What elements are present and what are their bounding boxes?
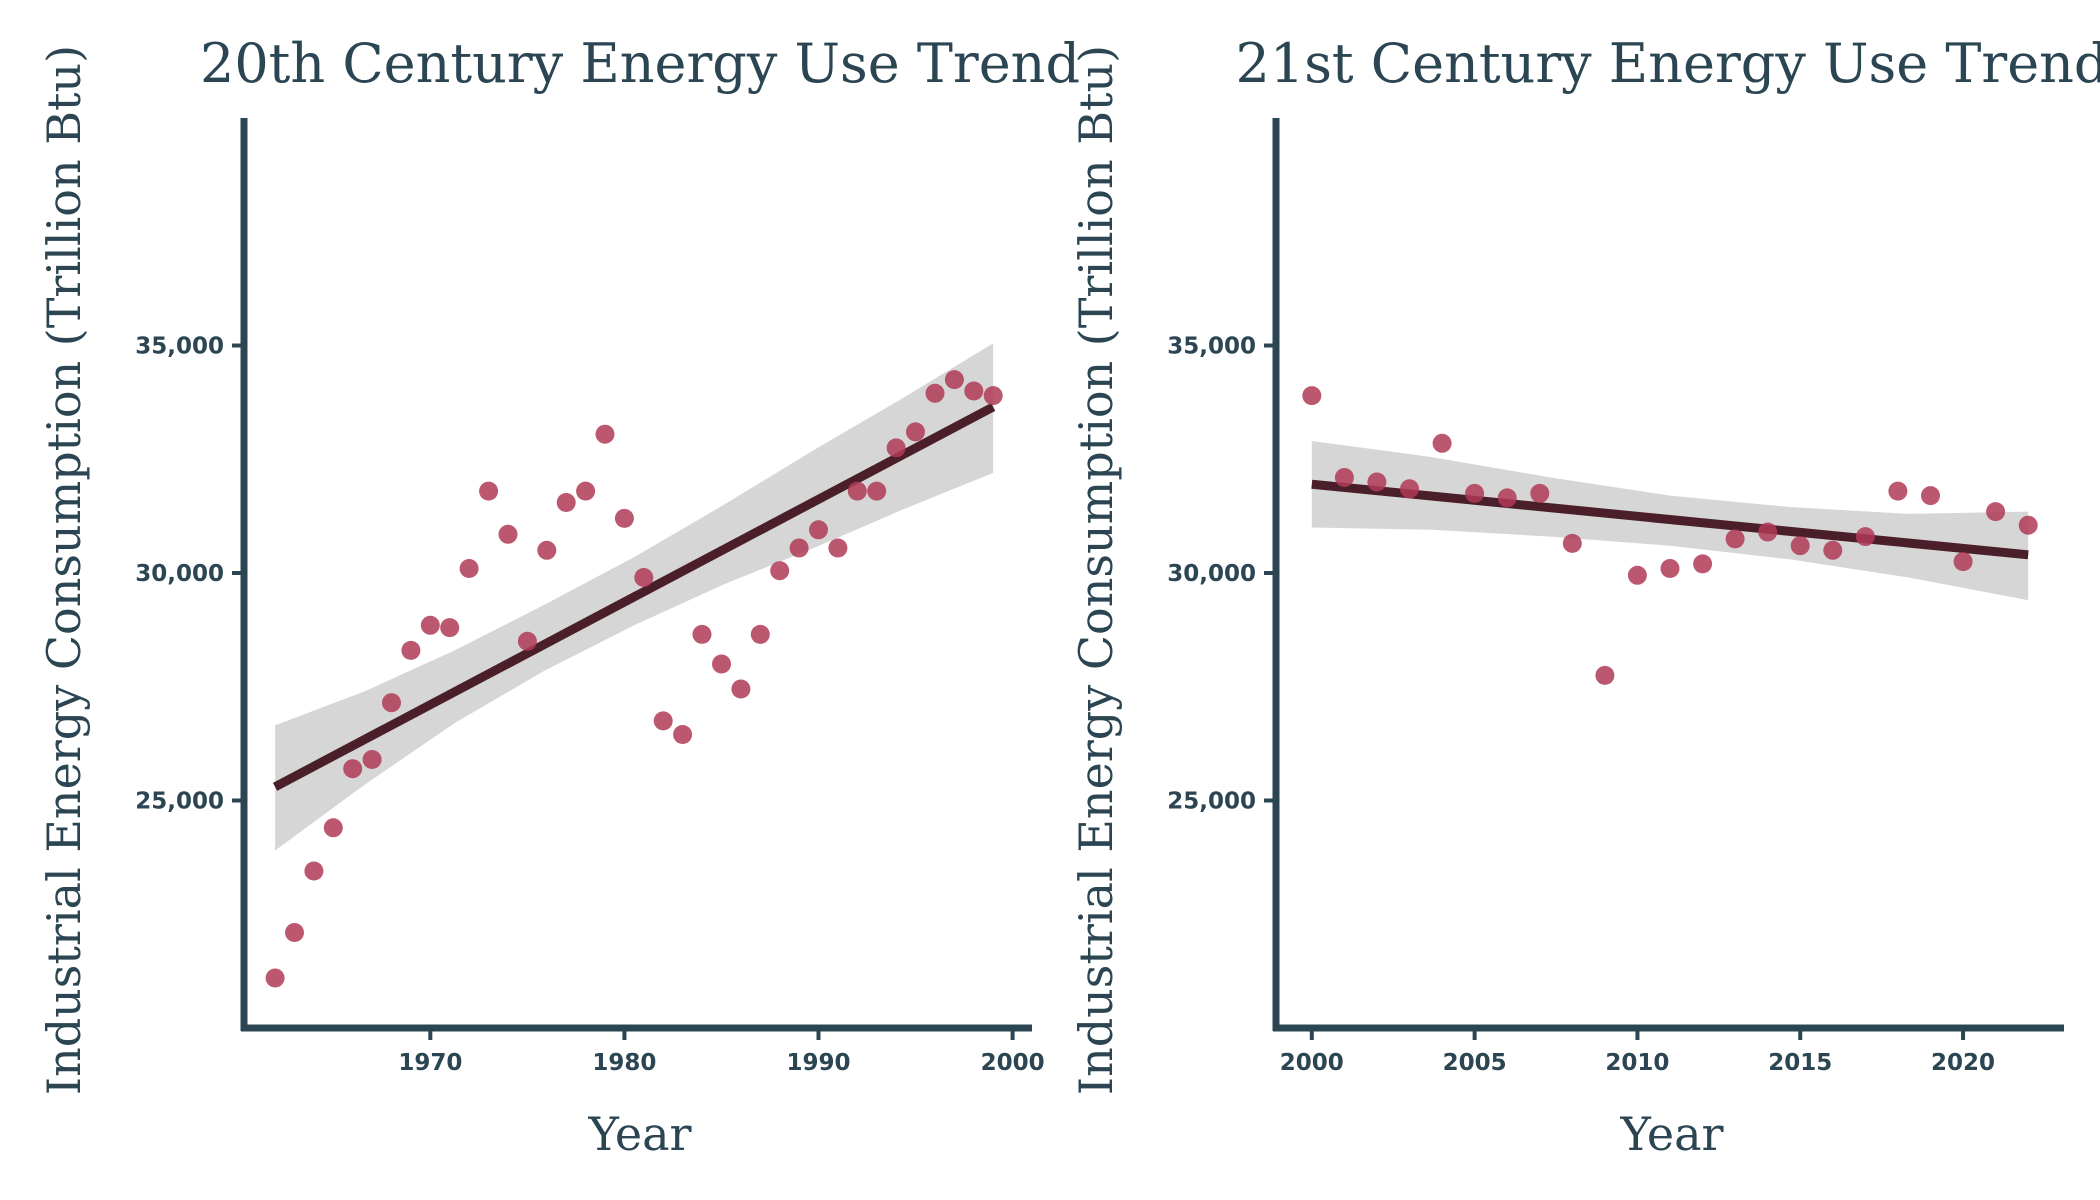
data-point-2014 xyxy=(1758,522,1778,542)
data-point-2007 xyxy=(1530,483,1550,503)
data-point-1984 xyxy=(692,624,712,644)
x-tick-label: 2015 xyxy=(1768,1050,1832,1076)
data-point-1997 xyxy=(944,370,964,390)
data-point-2020 xyxy=(1953,552,1973,572)
data-point-2000 xyxy=(1302,386,1322,406)
data-point-2011 xyxy=(1660,559,1680,578)
panel-20th-century: 20th Century Energy Use Trend Industrial… xyxy=(37,32,1080,1161)
data-point-2004 xyxy=(1432,433,1452,453)
data-point-1988 xyxy=(770,561,790,581)
data-points-21st xyxy=(1302,386,2038,685)
data-point-1983 xyxy=(673,725,693,744)
x-tick-label: 2005 xyxy=(1443,1050,1507,1076)
x-tick-label: 2020 xyxy=(1931,1050,1995,1076)
data-point-1972 xyxy=(459,559,479,578)
data-point-1965 xyxy=(323,818,343,838)
x-tick-label: 1980 xyxy=(592,1050,656,1076)
y-tick-label: 30,000 xyxy=(135,561,224,587)
data-point-1995 xyxy=(906,422,925,442)
panel-21st-century: 21st Century Energy Use Trend Industrial… xyxy=(1069,32,2100,1161)
data-point-1979 xyxy=(595,424,615,444)
data-point-2008 xyxy=(1562,533,1582,553)
data-point-1994 xyxy=(886,438,906,458)
x-tick-label: 1970 xyxy=(398,1050,462,1076)
data-point-2001 xyxy=(1334,468,1354,487)
data-point-1967 xyxy=(362,750,382,769)
y-axis-label-20th: Industrial Energy Consumption (Trillion … xyxy=(37,45,91,1095)
data-point-1973 xyxy=(479,481,499,501)
data-point-2019 xyxy=(1921,486,1940,506)
data-point-1962 xyxy=(265,968,285,988)
data-point-1992 xyxy=(847,481,867,501)
chart-title-20th: 20th Century Energy Use Trend xyxy=(200,32,1080,95)
y-tick-label: 35,000 xyxy=(1167,334,1256,360)
data-point-2006 xyxy=(1497,488,1517,508)
data-point-1987 xyxy=(750,624,770,644)
data-point-2021 xyxy=(1986,502,2006,522)
data-point-2003 xyxy=(1400,479,1419,499)
data-point-1975 xyxy=(517,631,537,651)
y-tick-label: 25,000 xyxy=(1167,789,1256,815)
data-point-1969 xyxy=(401,640,421,660)
trend-line-group-21st xyxy=(1311,479,2029,560)
x-axis-label-21st: Year xyxy=(1619,1107,1723,1161)
x-tick-label: 1990 xyxy=(786,1050,850,1076)
y-ticks-21st: 25,000 30,000 35,000 xyxy=(1167,334,1276,815)
x-axis-label-20th: Year xyxy=(587,1107,691,1161)
data-point-1964 xyxy=(304,861,324,881)
data-point-2017 xyxy=(1855,527,1875,547)
data-point-1974 xyxy=(498,524,518,544)
trend-line-20th xyxy=(272,402,996,791)
data-point-2013 xyxy=(1725,529,1745,549)
data-point-1981 xyxy=(634,568,654,587)
trend-line-21st xyxy=(1311,479,2029,560)
data-point-1968 xyxy=(382,693,401,713)
data-point-2002 xyxy=(1367,472,1387,492)
data-point-2009 xyxy=(1595,665,1615,685)
data-point-2012 xyxy=(1693,554,1713,574)
data-point-1963 xyxy=(285,923,304,942)
data-point-1977 xyxy=(556,493,576,512)
data-point-1985 xyxy=(712,654,731,674)
data-point-1986 xyxy=(731,679,751,699)
chart-title-21st: 21st Century Energy Use Trend xyxy=(1236,32,2100,95)
data-point-1999 xyxy=(983,386,1003,406)
data-point-2005 xyxy=(1465,483,1485,503)
data-point-1991 xyxy=(828,538,848,558)
data-point-2010 xyxy=(1627,565,1647,585)
data-point-2016 xyxy=(1823,540,1843,560)
data-point-2022 xyxy=(2018,515,2038,535)
x-tick-label: 2000 xyxy=(1280,1050,1344,1076)
axes-20th xyxy=(240,118,1032,1032)
y-axis-label-21st: Industrial Energy Consumption (Trillion … xyxy=(1069,45,1123,1095)
x-tick-label: 2010 xyxy=(1605,1050,1669,1076)
axes-21st xyxy=(1272,118,2064,1032)
data-point-1980 xyxy=(614,508,634,528)
x-tick-label: 2000 xyxy=(981,1050,1045,1076)
data-point-1998 xyxy=(964,381,984,401)
trend-line-group-20th xyxy=(272,402,996,791)
x-ticks-21st: 2000 2005 2010 2015 2020 xyxy=(1280,1028,1995,1076)
data-point-1993 xyxy=(867,481,887,501)
data-point-2018 xyxy=(1888,481,1908,501)
data-point-1982 xyxy=(653,711,673,731)
y-ticks-20th: 25,000 30,000 35,000 xyxy=(135,334,244,815)
data-point-1989 xyxy=(789,538,809,558)
data-points-20th xyxy=(265,370,1003,988)
data-point-1971 xyxy=(440,618,460,638)
data-point-1970 xyxy=(420,615,440,635)
data-point-1978 xyxy=(576,481,596,501)
data-point-1976 xyxy=(537,540,557,560)
data-point-1990 xyxy=(809,520,828,540)
data-point-1966 xyxy=(343,759,363,779)
data-point-2015 xyxy=(1790,536,1810,556)
y-tick-label: 35,000 xyxy=(135,334,224,360)
data-point-1996 xyxy=(925,383,945,403)
y-tick-label: 30,000 xyxy=(1167,561,1256,587)
x-ticks-20th: 1970 1980 1990 2000 xyxy=(398,1028,1045,1076)
y-tick-label: 25,000 xyxy=(135,789,224,815)
